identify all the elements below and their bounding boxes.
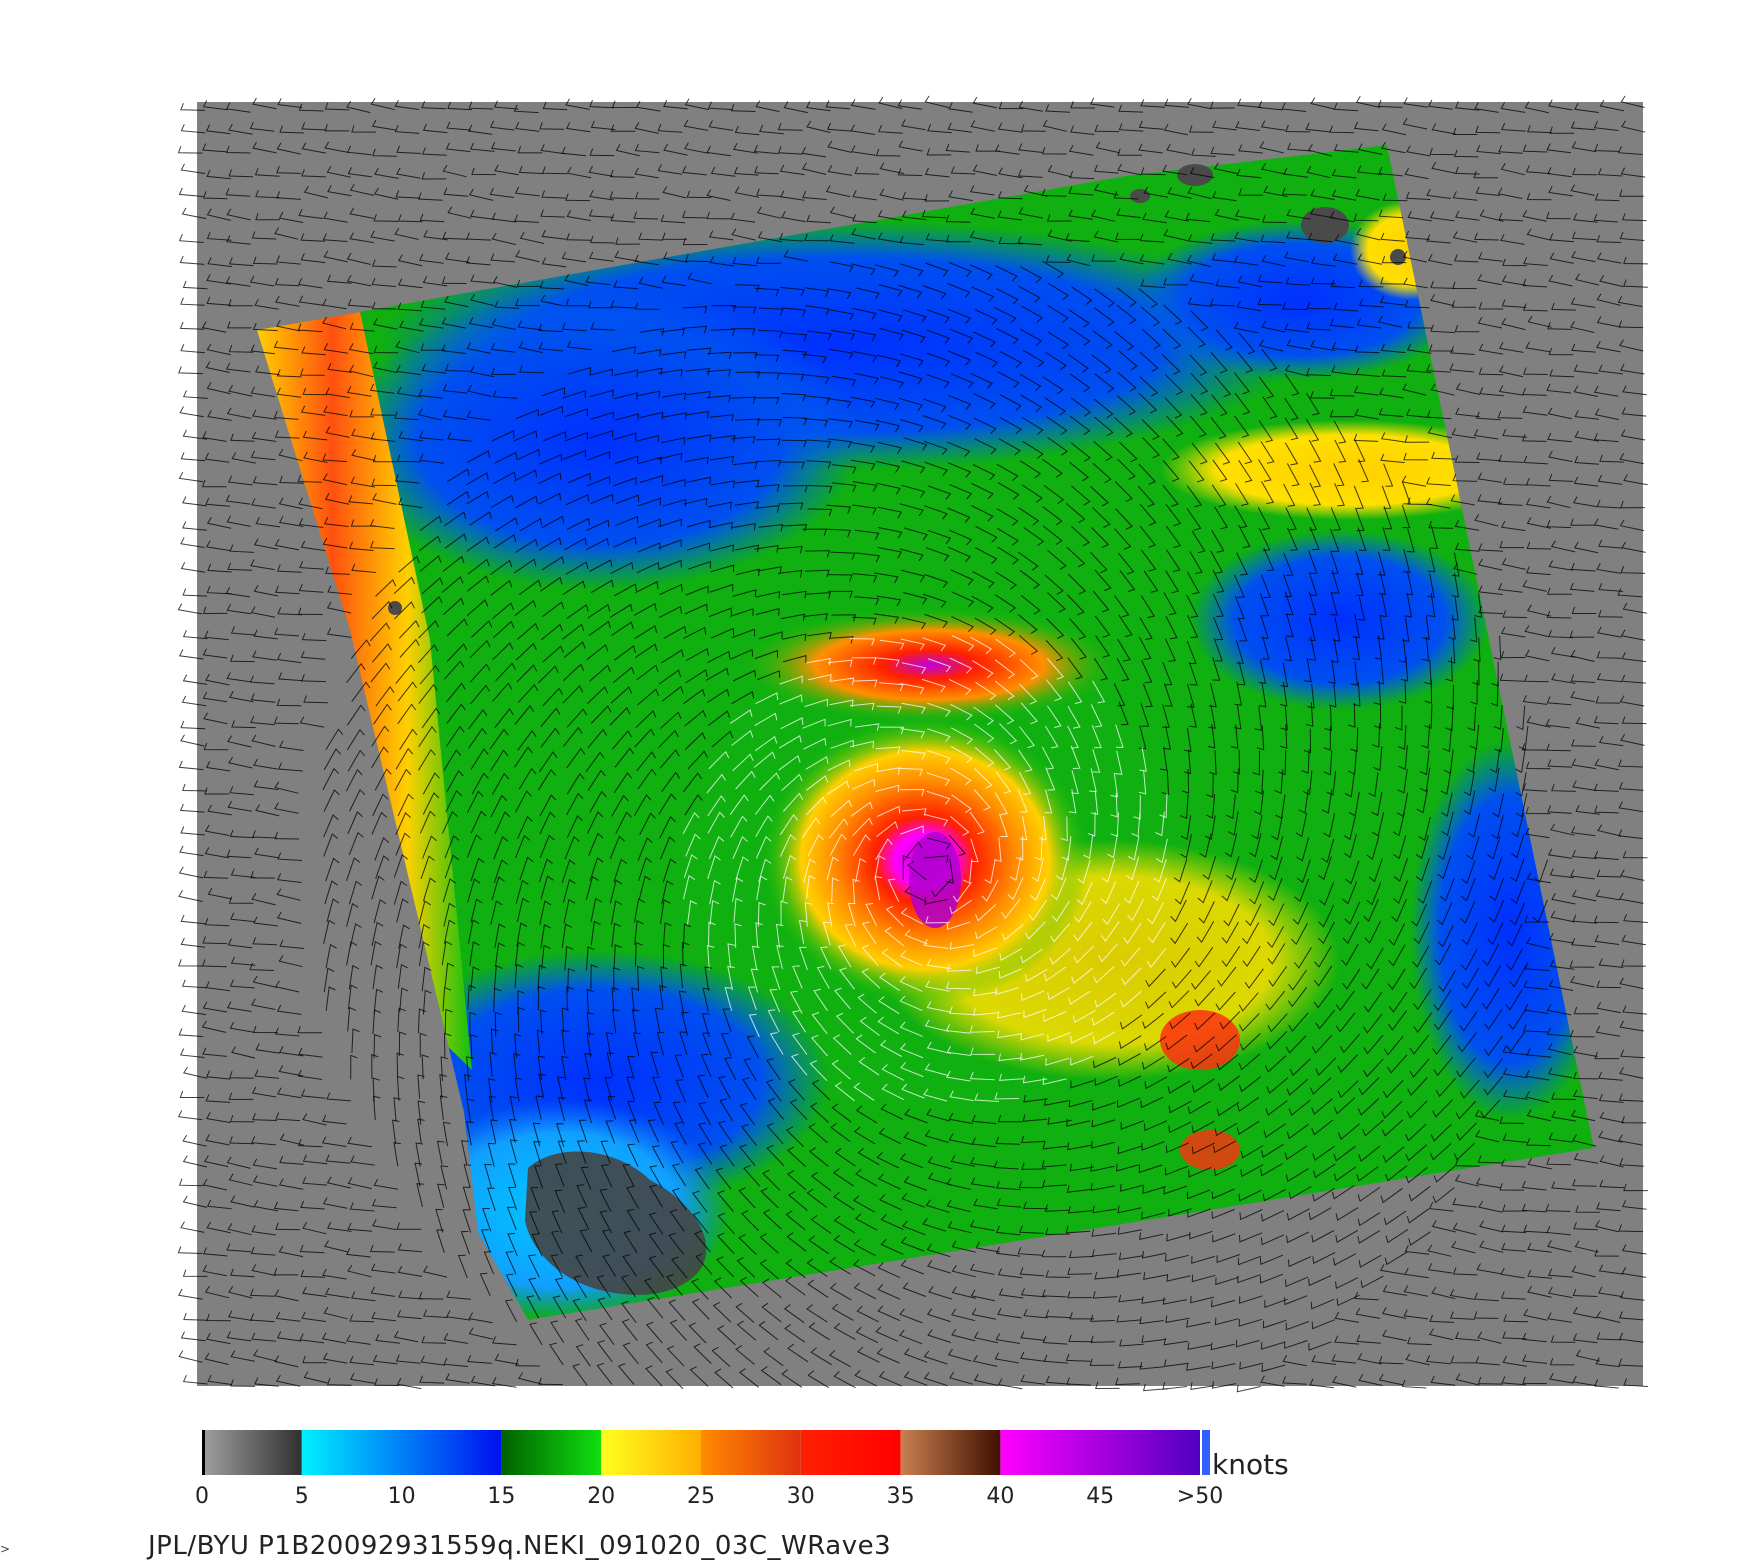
colorbar-tick-label: 5: [294, 1484, 309, 1509]
colorbar-band: [800, 1430, 901, 1475]
colorbar-tick-label: 0: [195, 1484, 209, 1509]
colorbar-tick-label: 20: [587, 1484, 616, 1509]
colorbar-band: [202, 1430, 302, 1475]
colorbar-tick-label: 40: [986, 1484, 1015, 1509]
colorbar-left-edge: [202, 1430, 205, 1475]
colorbar-tail: [1202, 1430, 1210, 1475]
island-cluster: [388, 164, 1406, 1295]
colorbar-band: [1000, 1430, 1200, 1475]
colorbar-band: [301, 1430, 502, 1475]
colorbar-units: knots: [1212, 1448, 1289, 1481]
colorbar-tick-label: >50: [1176, 1484, 1224, 1509]
colorbar-band: [501, 1430, 602, 1475]
colorbar-tick-label: 25: [687, 1484, 715, 1509]
wind-swath: [257, 145, 1594, 1320]
colorbar-tick-label: 15: [487, 1484, 516, 1509]
corner-mark: >: [0, 1542, 11, 1556]
colorbar-band: [701, 1430, 801, 1475]
colorbar: [202, 1430, 1210, 1475]
colorbar-tick-label: 30: [786, 1484, 815, 1509]
footer-caption: JPL/BYU P1B20092931559q.NEKI_091020_03C_…: [148, 1531, 892, 1561]
colorbar-band: [601, 1430, 701, 1475]
colorbar-tick-label: 45: [1086, 1484, 1115, 1509]
wind-barbs: [177, 95, 1648, 1393]
colorbar-band: [900, 1430, 1001, 1475]
colorbar-tick-label: 10: [387, 1484, 416, 1509]
colorbar-tick-label: 35: [886, 1484, 915, 1509]
